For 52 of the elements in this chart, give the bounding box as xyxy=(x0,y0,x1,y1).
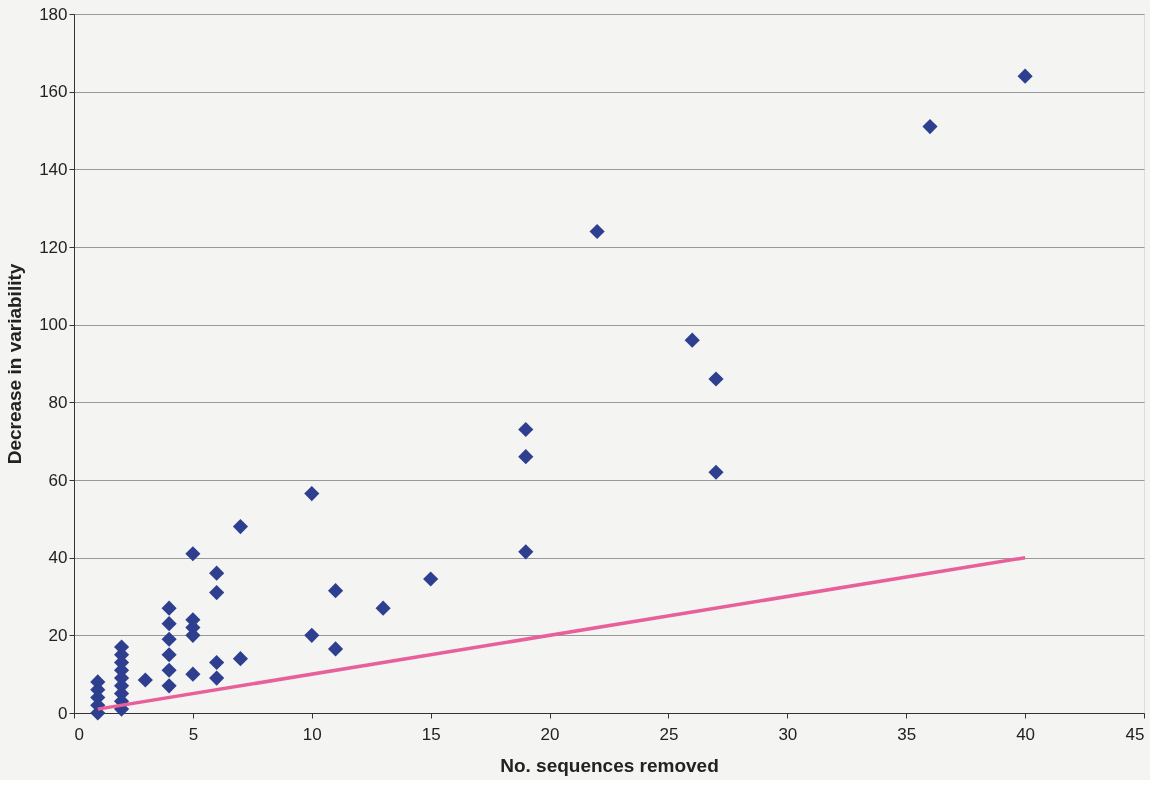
point xyxy=(161,631,177,647)
x-tick-label: 20 xyxy=(540,724,560,744)
point xyxy=(1017,68,1033,84)
point xyxy=(518,449,534,465)
point xyxy=(209,654,225,671)
point xyxy=(161,600,177,616)
x-tick-label: 45 xyxy=(1125,724,1145,744)
x-tick-label: 0 xyxy=(74,724,84,744)
y-tick-label: 0 xyxy=(58,703,68,723)
x-tick-label: 30 xyxy=(778,724,798,744)
y-tick-label: 60 xyxy=(48,470,68,490)
point xyxy=(185,666,201,682)
point xyxy=(327,583,344,599)
point xyxy=(589,223,605,240)
point xyxy=(209,585,225,601)
x-tick-label: 25 xyxy=(659,724,679,744)
point xyxy=(375,600,391,616)
point xyxy=(209,670,225,686)
point xyxy=(232,519,249,535)
y-axis-title: Decrease in variability xyxy=(4,263,26,465)
point xyxy=(423,571,439,587)
y-tick-label: 20 xyxy=(48,625,68,645)
y-tick-label: 140 xyxy=(39,159,68,179)
x-tick-label: 5 xyxy=(188,724,199,744)
point xyxy=(304,627,320,643)
y-tick-label: 180 xyxy=(39,4,68,24)
point xyxy=(684,332,700,348)
point xyxy=(161,616,177,632)
point xyxy=(327,641,344,657)
point xyxy=(708,464,724,480)
point xyxy=(209,565,225,581)
point xyxy=(518,544,534,560)
point xyxy=(137,672,153,688)
point xyxy=(161,678,177,694)
point xyxy=(185,546,201,562)
y-tick-label: 40 xyxy=(48,548,68,568)
point xyxy=(922,119,938,135)
point xyxy=(232,651,249,667)
y-tick-label: 120 xyxy=(39,237,68,257)
point xyxy=(518,421,534,438)
point xyxy=(708,371,724,387)
point xyxy=(304,486,320,502)
point xyxy=(161,662,177,678)
x-tick-label: 35 xyxy=(897,724,917,744)
point xyxy=(161,647,177,663)
y-tick-label: 100 xyxy=(39,315,68,335)
x-tick-label: 10 xyxy=(302,724,322,744)
x-tick-label: 40 xyxy=(1016,724,1036,744)
y-tick-label: 80 xyxy=(48,392,68,412)
x-tick-label: 15 xyxy=(421,724,441,744)
y-tick-label: 160 xyxy=(39,82,68,102)
x-axis-title: No. sequences removed xyxy=(500,754,719,776)
